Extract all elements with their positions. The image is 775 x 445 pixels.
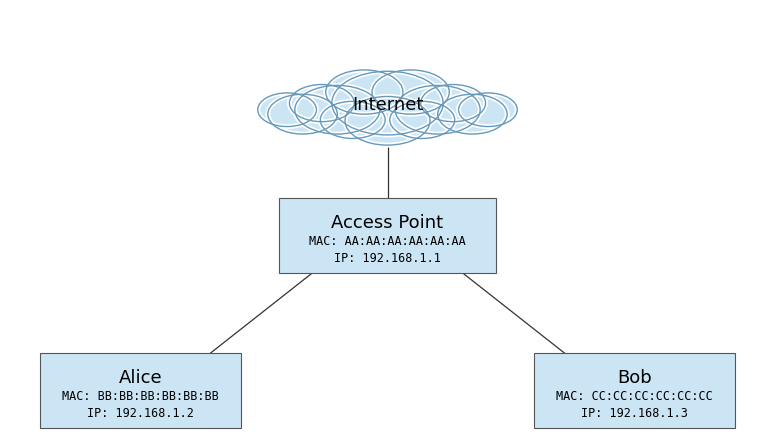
Circle shape bbox=[320, 101, 385, 138]
Text: IP: 192.168.1.3: IP: 192.168.1.3 bbox=[581, 407, 688, 420]
Circle shape bbox=[438, 94, 507, 134]
Circle shape bbox=[268, 94, 337, 134]
Text: Alice: Alice bbox=[119, 369, 162, 387]
Circle shape bbox=[294, 85, 380, 134]
Text: MAC: BB:BB:BB:BB:BB:BB: MAC: BB:BB:BB:BB:BB:BB bbox=[62, 390, 219, 403]
Circle shape bbox=[345, 97, 430, 145]
Text: Internet: Internet bbox=[352, 96, 423, 114]
Circle shape bbox=[459, 93, 517, 126]
Text: MAC: CC:CC:CC:CC:CC:CC: MAC: CC:CC:CC:CC:CC:CC bbox=[556, 390, 713, 403]
Text: Bob: Bob bbox=[617, 369, 652, 387]
Circle shape bbox=[289, 85, 354, 121]
Circle shape bbox=[390, 101, 455, 138]
Circle shape bbox=[395, 85, 480, 134]
Circle shape bbox=[421, 85, 486, 121]
FancyBboxPatch shape bbox=[534, 353, 735, 428]
Text: IP: 192.168.1.2: IP: 192.168.1.2 bbox=[87, 407, 194, 420]
Text: IP: 192.168.1.1: IP: 192.168.1.1 bbox=[334, 252, 441, 265]
Circle shape bbox=[332, 71, 443, 135]
FancyBboxPatch shape bbox=[280, 198, 495, 273]
FancyBboxPatch shape bbox=[40, 353, 241, 428]
Text: MAC: AA:AA:AA:AA:AA:AA: MAC: AA:AA:AA:AA:AA:AA bbox=[309, 235, 466, 248]
Circle shape bbox=[258, 93, 316, 126]
Text: Access Point: Access Point bbox=[332, 214, 443, 232]
Circle shape bbox=[372, 70, 450, 114]
Circle shape bbox=[326, 70, 403, 114]
